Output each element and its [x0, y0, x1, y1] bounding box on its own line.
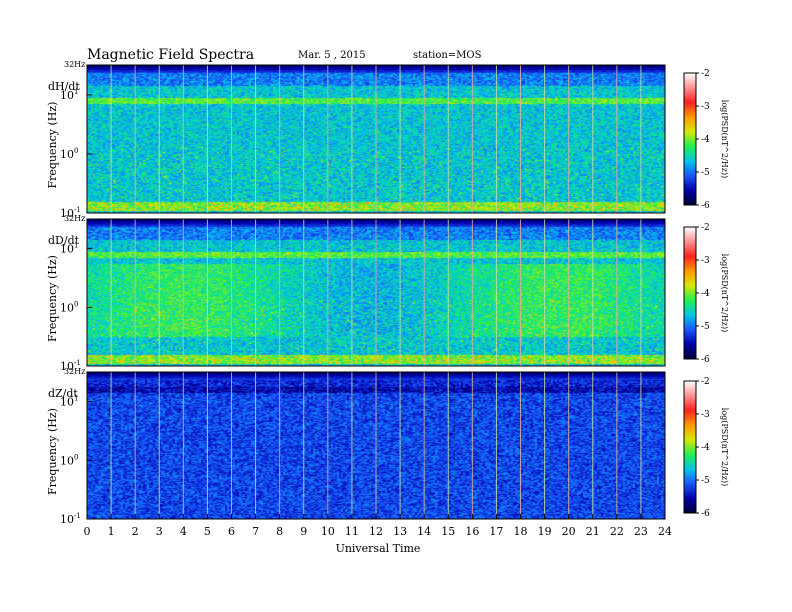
colorbar-tick-label: -5 [701, 168, 710, 178]
x-tick-label: 0 [84, 525, 91, 538]
colorbar-tick-label: -2 [701, 223, 710, 233]
colorbar-tick-label: -2 [701, 69, 710, 79]
spectrogram-panels: dH/dt 32Hz 101 100 10-1 Frequency (Hz) dD/dt 32… [46, 60, 666, 526]
colorbar-tick-label: -5 [701, 322, 710, 332]
colorbar-tick-label: -3 [701, 102, 710, 112]
colorbar-scale [683, 380, 697, 514]
x-tick-label: 17 [489, 525, 503, 538]
colorbar-tick-label: -3 [701, 256, 710, 266]
y-axis-label: Frequency (Hz) [46, 102, 59, 189]
colorbar: -2 -3 -4 -5 -6 log(PSD(nT^2/Hz)) [683, 377, 729, 519]
colorbar-tick-label: -2 [701, 377, 710, 387]
figure-title: Magnetic Field Spectra [87, 47, 254, 63]
y-tick-label: 101 [60, 88, 78, 102]
x-tick-label: 10 [321, 525, 335, 538]
y-axis-label: Frequency (Hz) [46, 255, 59, 342]
top-frequency-label: 32Hz [64, 60, 85, 69]
colorbar-tick-label: -6 [701, 355, 710, 365]
x-tick-label: 16 [465, 525, 479, 538]
colorbar-tick-label: -6 [701, 201, 710, 211]
figure-header: Magnetic Field Spectra Mar. 5 , 2015 sta… [87, 47, 482, 63]
x-tick-label: 11 [345, 525, 359, 538]
colorbars: -2 -3 -4 -5 -6 log(PSD(nT^2/Hz)) -2 -3 -4 -5 -6 log… [683, 69, 729, 519]
colorbar-label: log(PSD(nT^2/Hz)) [720, 408, 729, 486]
top-frequency-label: 32Hz [64, 367, 85, 376]
y-tick-label: 100 [60, 300, 78, 314]
x-tick-label: 22 [610, 525, 624, 538]
colorbar-label: log(PSD(nT^2/Hz)) [720, 254, 729, 332]
y-axis-label: Frequency (Hz) [46, 408, 59, 495]
colorbar-tick-label: -3 [701, 410, 710, 420]
x-tick-label: 5 [204, 525, 211, 538]
y-tick-label: 10-1 [60, 512, 81, 526]
x-tick-label: 19 [538, 525, 552, 538]
x-tick-label: 2 [132, 525, 139, 538]
x-tick-label: 4 [180, 525, 187, 538]
top-frequency-label: 32Hz [64, 214, 85, 223]
colorbar-scale [683, 72, 697, 206]
station-label: station=MOS [413, 50, 482, 61]
colorbar-tick-label: -4 [701, 443, 710, 453]
y-tick-label: 100 [60, 147, 78, 161]
colorbar-label: log(PSD(nT^2/Hz)) [720, 100, 729, 178]
x-tick-label: 20 [562, 525, 576, 538]
observation-date: Mar. 5 , 2015 [298, 50, 366, 61]
x-axis: 0 1 2 3 4 5 6 7 8 9 10 11 12 13 14 15 16 17 18 19 20 21 22 23 24 [84, 514, 672, 538]
x-tick-label: 18 [514, 525, 528, 538]
colorbar-tick-label: -4 [701, 289, 710, 299]
x-tick-label: 14 [417, 525, 431, 538]
x-tick-label: 24 [658, 525, 672, 538]
x-tick-label: 3 [156, 525, 163, 538]
x-tick-label: 13 [393, 525, 407, 538]
colorbar-tick-label: -5 [701, 476, 710, 486]
x-tick-label: 9 [300, 525, 307, 538]
colorbar-tick-label: -6 [701, 509, 710, 519]
colorbar: -2 -3 -4 -5 -6 log(PSD(nT^2/Hz)) [683, 69, 729, 211]
panel-frame [86, 218, 666, 367]
panel-frame [86, 64, 666, 214]
y-tick-label: 101 [60, 242, 78, 256]
x-tick-label: 12 [369, 525, 383, 538]
colorbar-tick-label: -4 [701, 135, 710, 145]
x-tick-label: 21 [586, 525, 600, 538]
component-label: dH/dt [48, 80, 80, 93]
colorbar: -2 -3 -4 -5 -6 log(PSD(nT^2/Hz)) [683, 223, 729, 365]
panel-dZ-dt: dZ/dt 32Hz 101 100 10-1 Frequency (Hz) [46, 367, 666, 526]
component-label: dZ/dt [48, 387, 78, 400]
y-tick-label: 100 [60, 453, 78, 467]
y-tick-label: 101 [60, 395, 78, 409]
x-axis-label: Universal Time [336, 542, 421, 555]
x-tick-label: 15 [441, 525, 455, 538]
x-tick-label: 7 [252, 525, 259, 538]
x-tick-label: 6 [228, 525, 235, 538]
x-tick-label: 1 [108, 525, 115, 538]
x-tick-label: 8 [276, 525, 283, 538]
colorbar-scale [683, 226, 697, 360]
component-label: dD/dt [48, 234, 80, 247]
x-tick-label: 23 [634, 525, 648, 538]
